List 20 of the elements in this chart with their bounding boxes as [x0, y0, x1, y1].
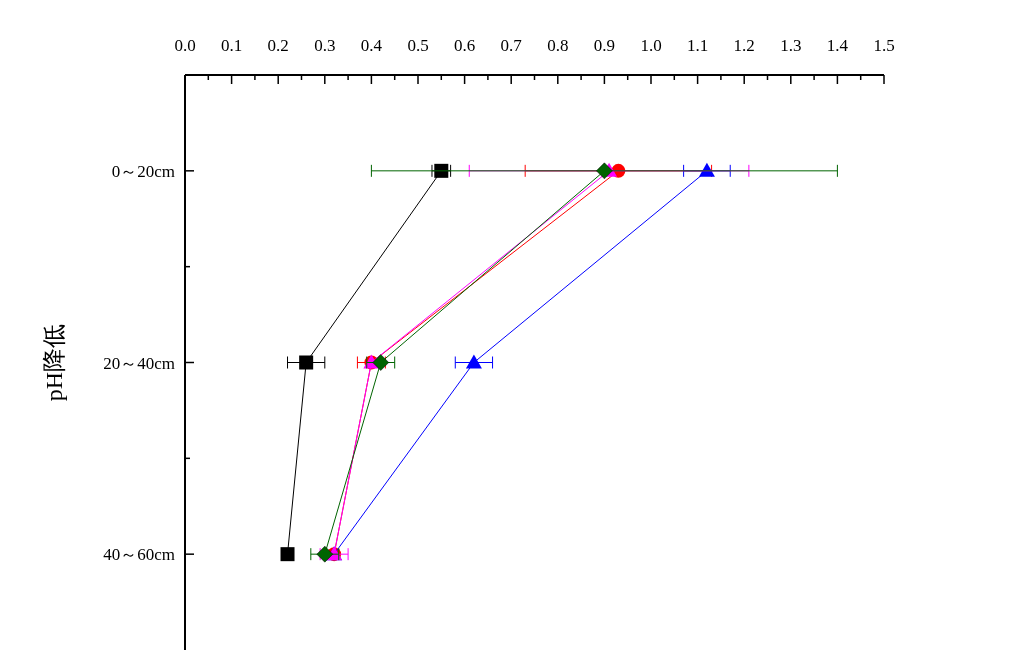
x-tick-label: 0.4 — [360, 36, 383, 55]
x-tick-label: 0.9 — [593, 36, 616, 55]
x-tick-label: 1.0 — [640, 36, 662, 55]
x-tick-label: 0.8 — [547, 36, 569, 55]
x-tick-label: 0.5 — [407, 36, 429, 55]
x-tick-label: 1.5 — [873, 36, 895, 55]
x-tick-label: 1.2 — [733, 36, 755, 55]
y-axis-title: pH降低 — [41, 323, 67, 402]
x-tick-label: 0.7 — [500, 36, 523, 55]
y-tick-label: 0～20cm — [111, 161, 175, 181]
x-tick-label: 0.3 — [314, 36, 336, 55]
x-tick-label: 0.6 — [453, 36, 476, 55]
y-tick-label: 40～60cm — [103, 545, 175, 565]
x-tick-label: 1.1 — [686, 36, 709, 55]
x-tick-label: 1.3 — [780, 36, 802, 55]
x-tick-label: 0.2 — [267, 36, 289, 55]
y-tick-label: 20～40cm — [103, 353, 175, 373]
x-tick-label: 0.1 — [220, 36, 243, 55]
x-tick-label: 0.0 — [174, 36, 196, 55]
x-tick-label: 1.4 — [826, 36, 849, 55]
